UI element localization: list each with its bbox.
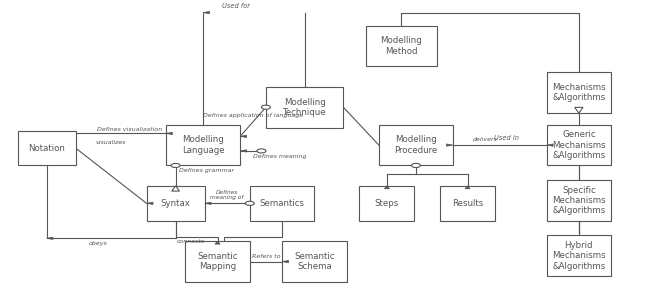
Polygon shape xyxy=(166,132,172,135)
Polygon shape xyxy=(575,107,583,113)
Text: Defines
meaning of: Defines meaning of xyxy=(211,190,244,200)
Polygon shape xyxy=(240,150,247,152)
FancyBboxPatch shape xyxy=(547,125,611,165)
Text: Generic
Mechanisms
&Algorithms: Generic Mechanisms &Algorithms xyxy=(552,130,606,160)
Text: Mechanisms
&Algorithms: Mechanisms &Algorithms xyxy=(552,83,606,102)
FancyBboxPatch shape xyxy=(366,26,437,66)
FancyBboxPatch shape xyxy=(440,186,495,221)
Text: Modelling
Method: Modelling Method xyxy=(380,36,422,56)
Polygon shape xyxy=(146,202,153,204)
Text: Modelling
Language: Modelling Language xyxy=(181,135,224,155)
Polygon shape xyxy=(446,144,453,146)
Text: Results: Results xyxy=(452,199,483,208)
Text: Steps: Steps xyxy=(375,199,399,208)
Text: Defines visualization: Defines visualization xyxy=(97,127,163,132)
FancyBboxPatch shape xyxy=(166,125,240,165)
FancyBboxPatch shape xyxy=(185,241,249,282)
Text: Refers to: Refers to xyxy=(251,254,280,259)
Circle shape xyxy=(246,201,254,205)
Text: Semantic
Schema: Semantic Schema xyxy=(294,252,334,271)
FancyBboxPatch shape xyxy=(249,186,314,221)
FancyBboxPatch shape xyxy=(17,130,76,165)
Text: Notation: Notation xyxy=(28,143,65,153)
Text: Syntax: Syntax xyxy=(161,199,191,208)
Text: obeys: obeys xyxy=(89,241,108,246)
Polygon shape xyxy=(240,135,247,137)
Circle shape xyxy=(171,163,180,168)
Text: Defines grammar: Defines grammar xyxy=(179,168,234,173)
Polygon shape xyxy=(384,186,389,189)
Text: Defines application of language: Defines application of language xyxy=(203,113,303,118)
Polygon shape xyxy=(172,186,179,191)
Text: Used for: Used for xyxy=(222,3,250,9)
Text: Modelling
Technique: Modelling Technique xyxy=(283,98,327,117)
FancyBboxPatch shape xyxy=(547,180,611,221)
Polygon shape xyxy=(547,144,553,146)
Polygon shape xyxy=(282,260,288,263)
Circle shape xyxy=(411,163,421,168)
Text: delivers: delivers xyxy=(472,137,497,142)
FancyBboxPatch shape xyxy=(282,241,347,282)
Text: Hybrid
Mechanisms
&Algorithms: Hybrid Mechanisms &Algorithms xyxy=(552,241,606,271)
Text: visualizes: visualizes xyxy=(96,140,126,145)
FancyBboxPatch shape xyxy=(379,125,453,165)
Circle shape xyxy=(261,105,270,109)
Polygon shape xyxy=(203,12,209,14)
FancyBboxPatch shape xyxy=(266,87,343,128)
Text: Semantic
Mapping: Semantic Mapping xyxy=(197,252,238,271)
Text: Modelling
Procedure: Modelling Procedure xyxy=(395,135,437,155)
FancyBboxPatch shape xyxy=(360,186,414,221)
Text: connects: connects xyxy=(176,239,205,244)
Text: Defines meaning: Defines meaning xyxy=(253,154,307,159)
Polygon shape xyxy=(215,241,220,244)
FancyBboxPatch shape xyxy=(547,235,611,276)
Text: Used in: Used in xyxy=(494,135,519,141)
Polygon shape xyxy=(205,202,211,204)
Polygon shape xyxy=(465,186,470,189)
Polygon shape xyxy=(47,237,53,240)
Text: Semantics: Semantics xyxy=(260,199,305,208)
Text: Specific
Mechanisms
&Algorithms: Specific Mechanisms &Algorithms xyxy=(552,186,606,215)
FancyBboxPatch shape xyxy=(547,72,611,113)
FancyBboxPatch shape xyxy=(146,186,205,221)
Circle shape xyxy=(257,149,266,153)
